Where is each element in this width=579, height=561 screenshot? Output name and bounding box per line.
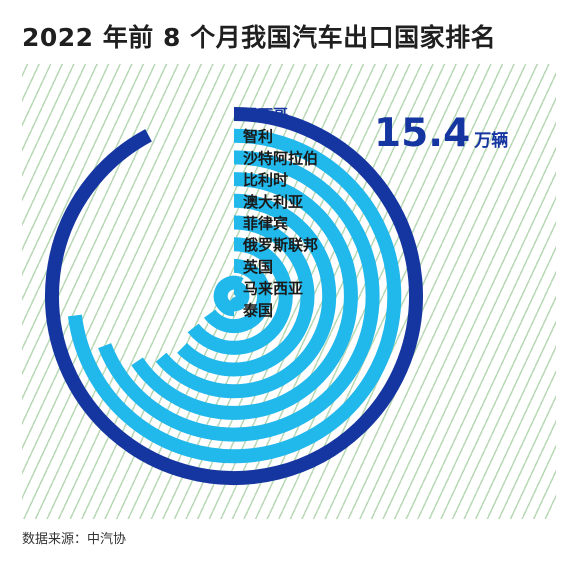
annotation-unit: 万辆 xyxy=(473,130,508,151)
bars-layer xyxy=(45,107,423,485)
ring-label-1: 墨西哥 xyxy=(243,106,288,124)
ring-bar-2 xyxy=(67,128,402,464)
highlight-value-annotation: 15.4 万辆 xyxy=(374,111,508,156)
ring-bar-5 xyxy=(155,193,337,399)
ring-bar-1 xyxy=(45,107,423,485)
chart-panel: 墨西哥智利沙特阿拉伯比利时澳大利亚菲律宾俄罗斯联邦英国马来西亚泰国 15.4 万辆 xyxy=(22,64,556,519)
ring-bar-6 xyxy=(177,215,315,377)
annotation-value: 15.4 xyxy=(374,111,470,156)
ring-label-4: 比利时 xyxy=(243,171,288,189)
ring-label-7: 俄罗斯联邦 xyxy=(242,236,318,254)
ring-label-6: 菲律宾 xyxy=(243,215,288,233)
ring-bar-3 xyxy=(98,150,380,442)
ring-label-2: 智利 xyxy=(243,128,273,146)
ring-label-9: 马来西亚 xyxy=(243,280,303,298)
ring-label-3: 沙特阿拉伯 xyxy=(243,149,318,167)
ring-bar-7 xyxy=(187,237,293,355)
ring-label-8: 英国 xyxy=(243,258,273,276)
chart-title: 2022 年前 8 个月我国汽车出口国家排名 xyxy=(22,23,497,52)
ring-bar-4 xyxy=(131,172,358,420)
ring-bar-10 xyxy=(213,275,244,317)
ring-label-10: 泰国 xyxy=(242,301,273,319)
source-note: 数据来源：中汽协 xyxy=(22,532,127,547)
ring-label-5: 澳大利亚 xyxy=(243,193,303,211)
ring-bar-8 xyxy=(203,258,272,334)
